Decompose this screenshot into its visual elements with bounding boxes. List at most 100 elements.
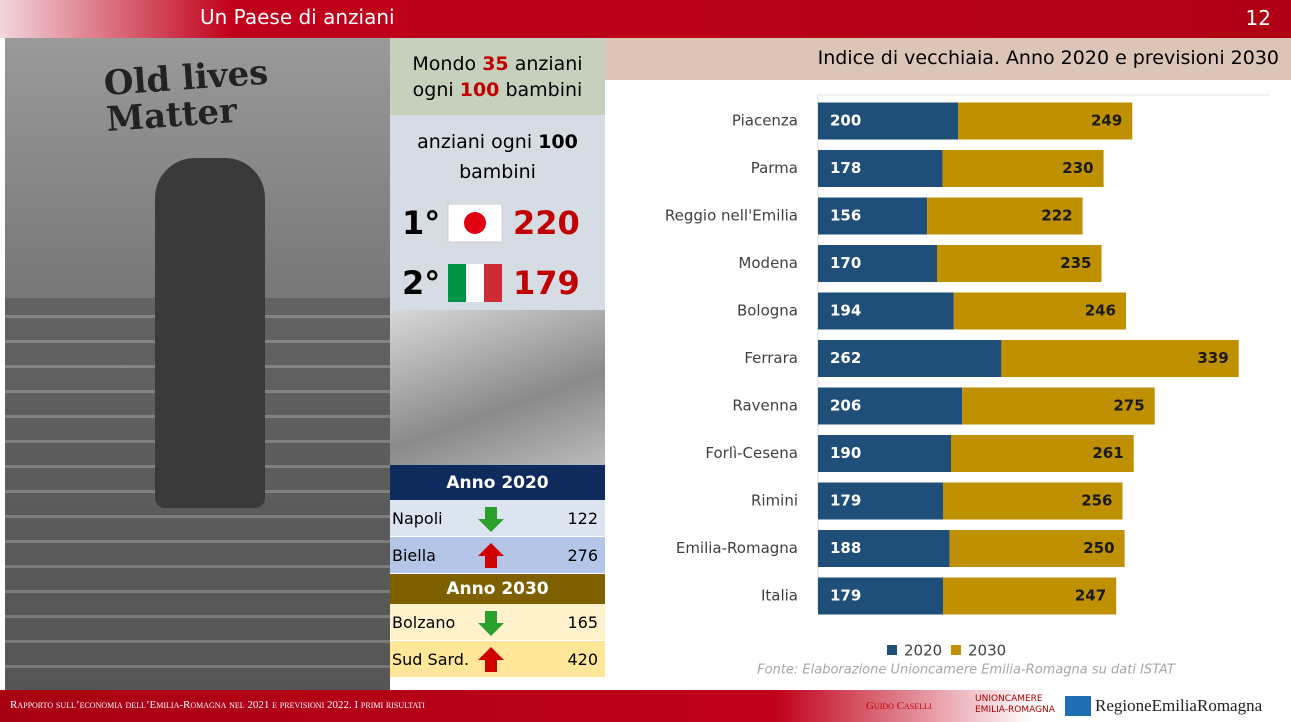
value-label: 178 [830,159,861,177]
value-label: 256 [1081,492,1112,510]
city: Napoli [392,509,443,528]
category-label: Bologna [737,302,798,320]
value-label: 230 [1062,159,1093,177]
arrow-down [478,507,504,532]
value-label: 170 [830,254,861,272]
footer-text: Rapporto sull’economia dell’Emilia-Romag… [10,699,425,711]
value-label: 179 [830,587,861,605]
bar-segment [927,197,1083,235]
ranking-heading: anziani ogni 100 bambini [390,127,605,187]
value-label: 339 [1197,349,1228,367]
row-bg [390,500,605,537]
flag-italy [448,264,502,302]
value-label: 156 [830,207,861,225]
value-label: 247 [1075,587,1106,605]
bar-segment [818,245,937,282]
value-label: 275 [1113,397,1144,415]
bar-segment [818,150,943,187]
bar-segment [818,530,950,567]
section-title: Anno 2030 [390,574,605,604]
legend-swatch [951,645,961,655]
arrow [476,504,506,534]
bar-segment [949,530,1125,567]
world-line: Mondo 35 anziani [412,51,582,77]
category-label: Emilia-Romagna [676,539,798,557]
value-label: 249 [1091,112,1122,130]
category-label: Modena [738,254,798,272]
arrow [476,541,506,571]
bar-segment [953,292,1126,330]
author: Guido Caselli [866,700,932,712]
bar-segment [958,102,1133,140]
world-box: Mondo 35 anziani ogni 100 bambini [390,38,605,115]
city-value: 165 [567,613,598,632]
bar-segment [818,197,928,235]
bar-segment [818,435,951,472]
city-value: 122 [567,509,598,528]
bar-segment [942,150,1104,187]
value-label: 190 [830,444,861,462]
arrow-down [478,611,504,636]
graffiti: Old lives Matter [102,52,270,140]
category-label: Forlì-Cesena [705,444,798,462]
section-title: Anno 2020 [390,465,605,500]
city: Sud Sard. [392,650,470,669]
arrow-up [478,647,504,672]
value-label: 194 [830,302,861,320]
rank-row: 2° 179 [402,259,580,307]
rank: 2° [402,264,441,302]
row-bg [390,604,605,641]
bar-segment [951,435,1134,472]
arrow [476,608,506,638]
chart-title: Indice di vecchiaia. Anno 2020 e previsi… [817,47,1279,69]
world-line: ogni 100 bambini [413,77,583,103]
category-label: Piacenza [732,112,798,130]
value-label: 200 [830,112,861,130]
arrow [476,645,506,675]
category-label: Ravenna [732,397,798,415]
value-label: 188 [830,539,861,557]
text: bambini [505,78,583,101]
arrow-up [478,543,504,568]
bar-segment [818,482,944,520]
rank-value: 220 [513,204,580,242]
bar-segment [818,102,958,140]
bar-segment [962,387,1155,425]
category-label: Reggio nell'Emilia [665,207,798,225]
world-value: 100 [459,78,500,101]
legend-label: 2020 [904,642,942,660]
bar-segment [1001,340,1239,377]
value-label: 250 [1083,539,1114,557]
text: anziani ogni [417,131,533,153]
rank-row: 1° 220 [402,199,580,247]
logo-regione: RegioneEmiliaRomagna [1065,696,1262,716]
text: anziani [514,52,583,75]
rank-value: 179 [513,264,580,302]
value-label: 262 [830,349,861,367]
photo-small [390,310,605,465]
rank: 1° [402,204,441,242]
city: Biella [392,546,436,565]
value-label: 206 [830,397,861,415]
world-value: 35 [482,52,509,75]
city-value: 420 [567,650,598,669]
figure [155,158,265,508]
page-number: 12 [1245,6,1271,30]
value-label: 246 [1085,302,1116,320]
category-label: Rimini [751,492,798,510]
legend-swatch [887,645,897,655]
bar-segment [818,577,944,615]
category-label: Parma [751,159,798,177]
value-label: 222 [1041,207,1072,225]
bar-segment [943,482,1123,520]
text: Mondo [412,52,477,75]
value-label: 235 [1060,254,1091,272]
city-value: 276 [567,546,598,565]
category-label: Italia [761,587,798,605]
ranking-box: anziani ogni 100 bambini 1° 220 2° 179 [390,115,605,310]
bar-segment [818,292,954,330]
text: ogni [412,78,454,101]
flag-japan [447,203,503,243]
value-label: 179 [830,492,861,510]
